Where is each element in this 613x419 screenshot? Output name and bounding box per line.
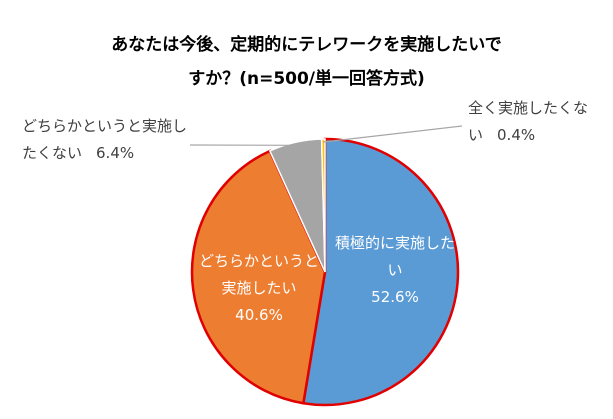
- slice-label: どちらかというと実施したい 40.6%: [198, 248, 320, 329]
- pie-slice: [190, 149, 327, 405]
- slice-label: 全く実施したくない 0.4%: [468, 95, 588, 149]
- value-label: 6.4%: [96, 144, 135, 162]
- category-label: どちらかというと実施したくない: [22, 117, 188, 162]
- chart-title: すか？(n=500/単一回答方式): [188, 69, 425, 89]
- value-label: 40.6%: [235, 306, 283, 324]
- slice-label: どちらかというと実施したくない 6.4%: [22, 113, 200, 167]
- category-label: どちらかというと実施したい: [198, 252, 319, 297]
- pie-slice: [301, 137, 460, 407]
- slice-label: 積極的に実施したい 52.6%: [335, 230, 455, 311]
- chart-title: あなたは今後、定期的にテレワークを実施したいで: [111, 35, 502, 55]
- leader-line: [323, 125, 463, 143]
- value-label: 0.4%: [497, 126, 536, 144]
- pie-slice: [320, 138, 326, 273]
- category-label: 全く実施したくない: [468, 99, 589, 144]
- category-label: 積極的に実施したい: [335, 234, 456, 279]
- value-label: 52.6%: [371, 288, 419, 306]
